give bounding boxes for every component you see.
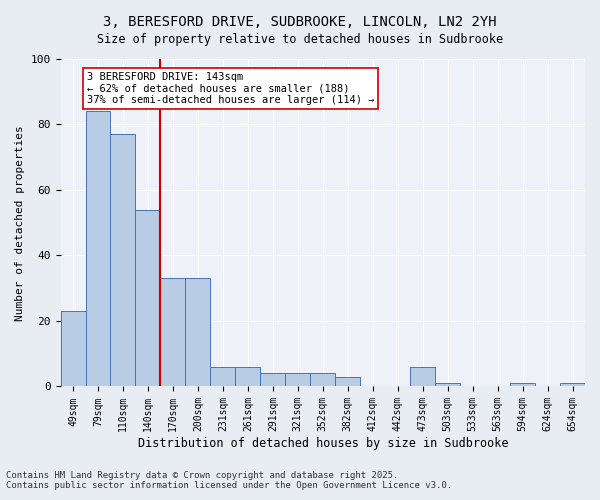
Bar: [110, 134, 136, 386]
Bar: [61, 311, 86, 386]
X-axis label: Distribution of detached houses by size in Sudbrooke: Distribution of detached houses by size …: [137, 437, 508, 450]
Bar: [211, 367, 235, 386]
Bar: [560, 383, 585, 386]
Text: 3 BERESFORD DRIVE: 143sqm
← 62% of detached houses are smaller (188)
37% of semi: 3 BERESFORD DRIVE: 143sqm ← 62% of detac…: [87, 72, 374, 106]
Bar: [435, 383, 460, 386]
Bar: [86, 112, 110, 386]
Bar: [185, 278, 211, 386]
Text: 3, BERESFORD DRIVE, SUDBROOKE, LINCOLN, LN2 2YH: 3, BERESFORD DRIVE, SUDBROOKE, LINCOLN, …: [103, 15, 497, 29]
Y-axis label: Number of detached properties: Number of detached properties: [15, 125, 25, 320]
Bar: [160, 278, 185, 386]
Bar: [310, 374, 335, 386]
Text: Contains HM Land Registry data © Crown copyright and database right 2025.
Contai: Contains HM Land Registry data © Crown c…: [6, 470, 452, 490]
Bar: [136, 210, 160, 386]
Bar: [286, 374, 310, 386]
Bar: [335, 376, 360, 386]
Bar: [510, 383, 535, 386]
Bar: [260, 374, 286, 386]
Bar: [410, 367, 435, 386]
Bar: [235, 367, 260, 386]
Text: Size of property relative to detached houses in Sudbrooke: Size of property relative to detached ho…: [97, 32, 503, 46]
